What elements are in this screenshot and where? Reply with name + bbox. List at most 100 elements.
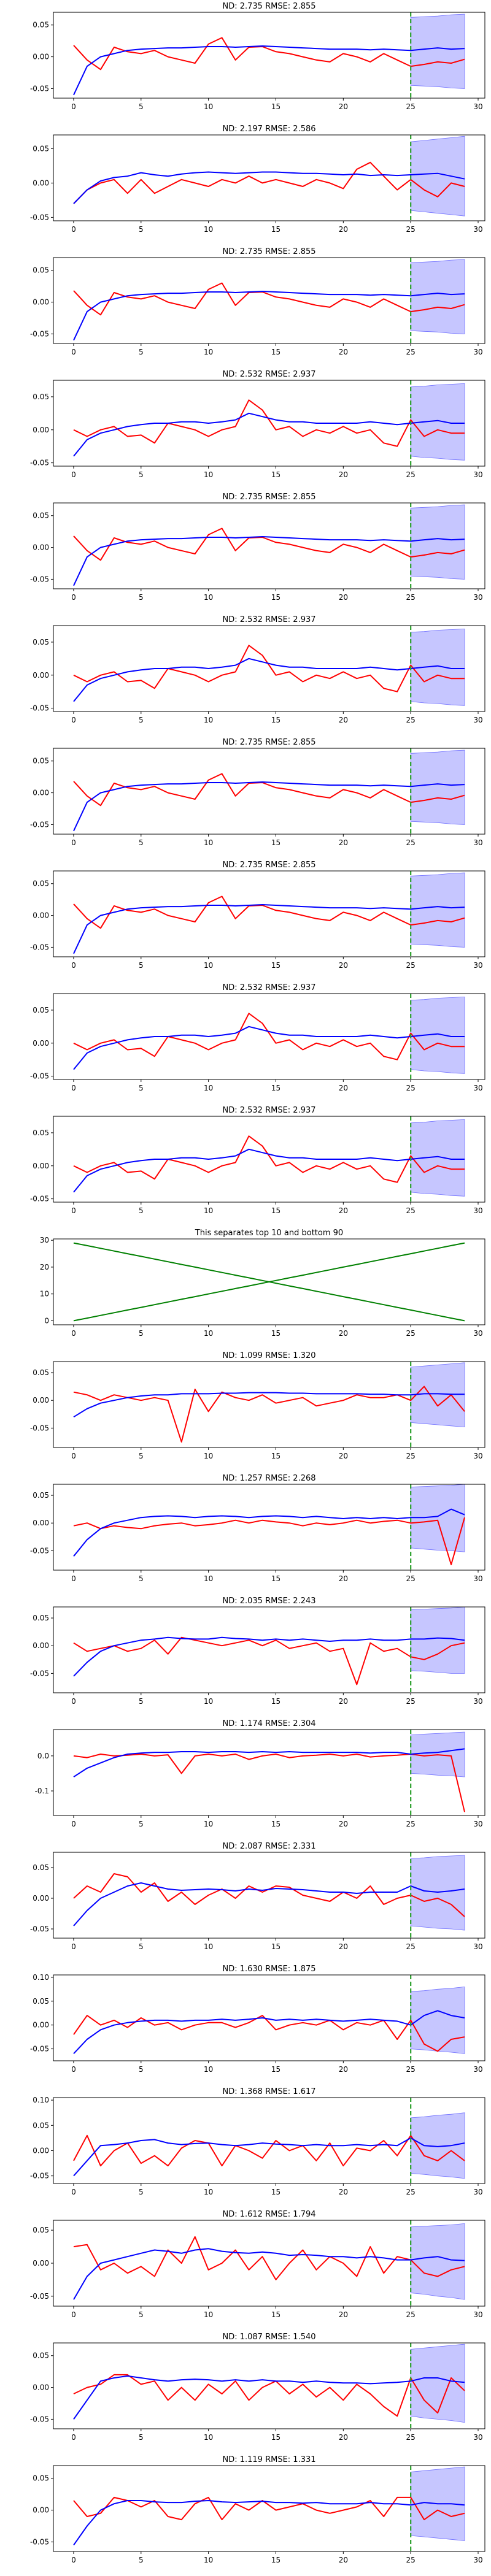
chart-17: ND: 1.630 RMSE: 1.875 0 5 10 15 20 25 30 -0.05 0.… <box>30 1965 485 2074</box>
chart-10-series-1-line <box>73 1135 465 1183</box>
chart-17-x-tick-label: 30 <box>473 2065 482 2074</box>
chart-18-plot-area <box>73 2098 465 2183</box>
chart-18-x-tick-label: 5 <box>139 2188 144 2196</box>
chart-14-x-tick-label: 5 <box>139 1697 144 1706</box>
chart-3-series-1-line <box>73 282 465 316</box>
chart-6-confidence-band <box>410 628 465 706</box>
chart-10-plot-area <box>73 1116 465 1202</box>
chart-10-series-2-line <box>73 1148 465 1193</box>
chart-1-x-tick-label: 30 <box>473 102 482 111</box>
chart-17-x-tick-label: 15 <box>271 2065 280 2074</box>
chart-17-plot-area <box>73 1975 465 2061</box>
chart-15-series-1-line <box>73 1754 465 1812</box>
chart-10-x-tick-label: 15 <box>271 1206 280 1215</box>
chart-2-x-tick-label: 0 <box>71 225 76 234</box>
chart-20-x-tick-label: 15 <box>271 2433 280 2442</box>
chart-16-series-1-line <box>73 1873 465 1917</box>
chart-19-series-1-line <box>73 2236 465 2280</box>
chart-2-x-tick-label: 20 <box>339 225 348 234</box>
chart-2-axes-frame <box>53 134 485 221</box>
chart-16-x-tick-label: 25 <box>406 1942 416 1951</box>
chart-20: ND: 1.087 RMSE: 1.540 0 5 10 15 20 25 30 -0.05 0.… <box>30 2333 485 2442</box>
chart-3-x-tick-label: 0 <box>71 348 76 356</box>
chart-7-plot-area <box>73 748 465 834</box>
chart-11-x-tick-label: 30 <box>473 1329 482 1338</box>
chart-12-y-tick-label: 0.00 <box>33 1396 49 1405</box>
chart-14-title: ND: 2.035 RMSE: 2.243 <box>222 1597 315 1606</box>
chart-7-y-tick-label: 0.00 <box>33 789 49 797</box>
chart-6-x-tick-label: 20 <box>339 716 348 724</box>
chart-4-x-tick-label: 15 <box>271 470 280 479</box>
chart-5-axes-frame <box>53 502 485 589</box>
chart-20-series-2-line <box>73 2375 465 2420</box>
chart-18-x-tick-label: 20 <box>339 2188 348 2196</box>
chart-8-x-tick-label: 25 <box>406 961 416 970</box>
chart-1-x-tick-label: 10 <box>204 102 213 111</box>
chart-6-axes-frame <box>53 625 485 712</box>
chart-20-y-tick-label: 0.05 <box>33 2352 49 2360</box>
chart-13-x-tick-label: 5 <box>139 1574 144 1583</box>
chart-2-confidence-band <box>410 136 465 217</box>
chart-12-series-2-line <box>73 1392 465 1418</box>
chart-20-title: ND: 1.087 RMSE: 1.540 <box>222 2333 315 2342</box>
chart-11-y-tick-label: 30 <box>40 1236 49 1244</box>
chart-13-x-tick-label: 25 <box>406 1574 416 1583</box>
chart-2-x-tick-label: 25 <box>406 225 416 234</box>
chart-8-x-tick-label: 0 <box>71 961 76 970</box>
chart-19-x-tick-label: 5 <box>139 2310 144 2319</box>
chart-20-series-1-line <box>73 2374 465 2417</box>
chart-6-x-tick-label: 0 <box>71 716 76 724</box>
chart-8-x-tick-label: 15 <box>271 961 280 970</box>
chart-7-axes-frame <box>53 748 485 835</box>
chart-21: ND: 1.119 RMSE: 1.331 0 5 10 15 20 25 30 -0.05 0.… <box>30 2455 485 2564</box>
chart-4-x-tick-label: 0 <box>71 470 76 479</box>
chart-1-series-1-line <box>73 37 465 71</box>
chart-12-x-tick-label: 30 <box>473 1452 482 1460</box>
chart-20-x-tick-label: 10 <box>204 2433 213 2442</box>
chart-4: ND: 2.532 RMSE: 2.937 0 5 10 15 20 25 30 -0.05 0.… <box>30 370 485 479</box>
chart-4-y-tick-label: 0.05 <box>33 393 49 401</box>
chart-18-series-2-line <box>73 2137 465 2177</box>
chart-6-y-tick-label: 0.05 <box>33 638 49 646</box>
chart-11-x-tick-label: 20 <box>339 1329 348 1338</box>
chart-9-series-2-line <box>73 1025 465 1070</box>
chart-17-y-tick-label: 0.00 <box>33 2021 49 2030</box>
chart-4-y-tick-label: 0.00 <box>33 426 49 434</box>
chart-16: ND: 2.087 RMSE: 2.331 0 5 10 15 20 25 30 -0.05 0.… <box>30 1842 485 1951</box>
chart-14-series-1-line <box>73 1636 465 1685</box>
chart-21-x-tick-label: 10 <box>204 2556 213 2564</box>
chart-7-x-tick-label: 5 <box>139 838 144 847</box>
chart-15-x-tick-label: 5 <box>139 1820 144 1828</box>
chart-6-y-tick-label: -0.05 <box>30 704 49 713</box>
chart-19-y-tick-label: -0.05 <box>30 2292 49 2301</box>
chart-7-series-1-line <box>73 773 465 807</box>
chart-15-plot-area <box>73 1730 465 1815</box>
chart-12-x-tick-label: 25 <box>406 1452 416 1460</box>
chart-15-series-2-line <box>73 1748 465 1777</box>
chart-10-x-tick-label: 10 <box>204 1206 213 1215</box>
chart-4-x-tick-label: 25 <box>406 470 416 479</box>
chart-8-x-tick-label: 10 <box>204 961 213 970</box>
chart-14-x-tick-label: 25 <box>406 1697 416 1706</box>
chart-18-y-tick-label: 0.05 <box>33 2121 49 2129</box>
chart-12-plot-area <box>73 1362 465 1447</box>
chart-1-y-tick-label: 0.00 <box>33 53 49 61</box>
chart-11-y-tick-label: 0 <box>44 1316 49 1325</box>
chart-11-x-tick-label: 15 <box>271 1329 280 1338</box>
chart-11-y-tick-label: 10 <box>40 1290 49 1298</box>
chart-15-x-tick-label: 30 <box>473 1820 482 1828</box>
chart-6: ND: 2.532 RMSE: 2.937 0 5 10 15 20 25 30 -0.05 0.… <box>30 615 485 724</box>
chart-6-x-tick-label: 15 <box>271 716 280 724</box>
chart-14-x-tick-label: 30 <box>473 1697 482 1706</box>
chart-13-x-tick-label: 10 <box>204 1574 213 1583</box>
chart-6-x-tick-label: 10 <box>204 716 213 724</box>
chart-12-series-1-line <box>73 1386 465 1443</box>
chart-4-series-2-line <box>73 412 465 457</box>
chart-5-x-tick-label: 25 <box>406 593 416 602</box>
chart-14-x-tick-label: 0 <box>71 1697 76 1706</box>
chart-8-y-tick-label: 0.05 <box>33 880 49 888</box>
chart-5-y-tick-label: 0.05 <box>33 512 49 520</box>
chart-11-x-tick-label: 10 <box>204 1329 213 1338</box>
chart-8: ND: 2.735 RMSE: 2.855 0 5 10 15 20 25 30 -0.05 0.… <box>30 861 485 970</box>
